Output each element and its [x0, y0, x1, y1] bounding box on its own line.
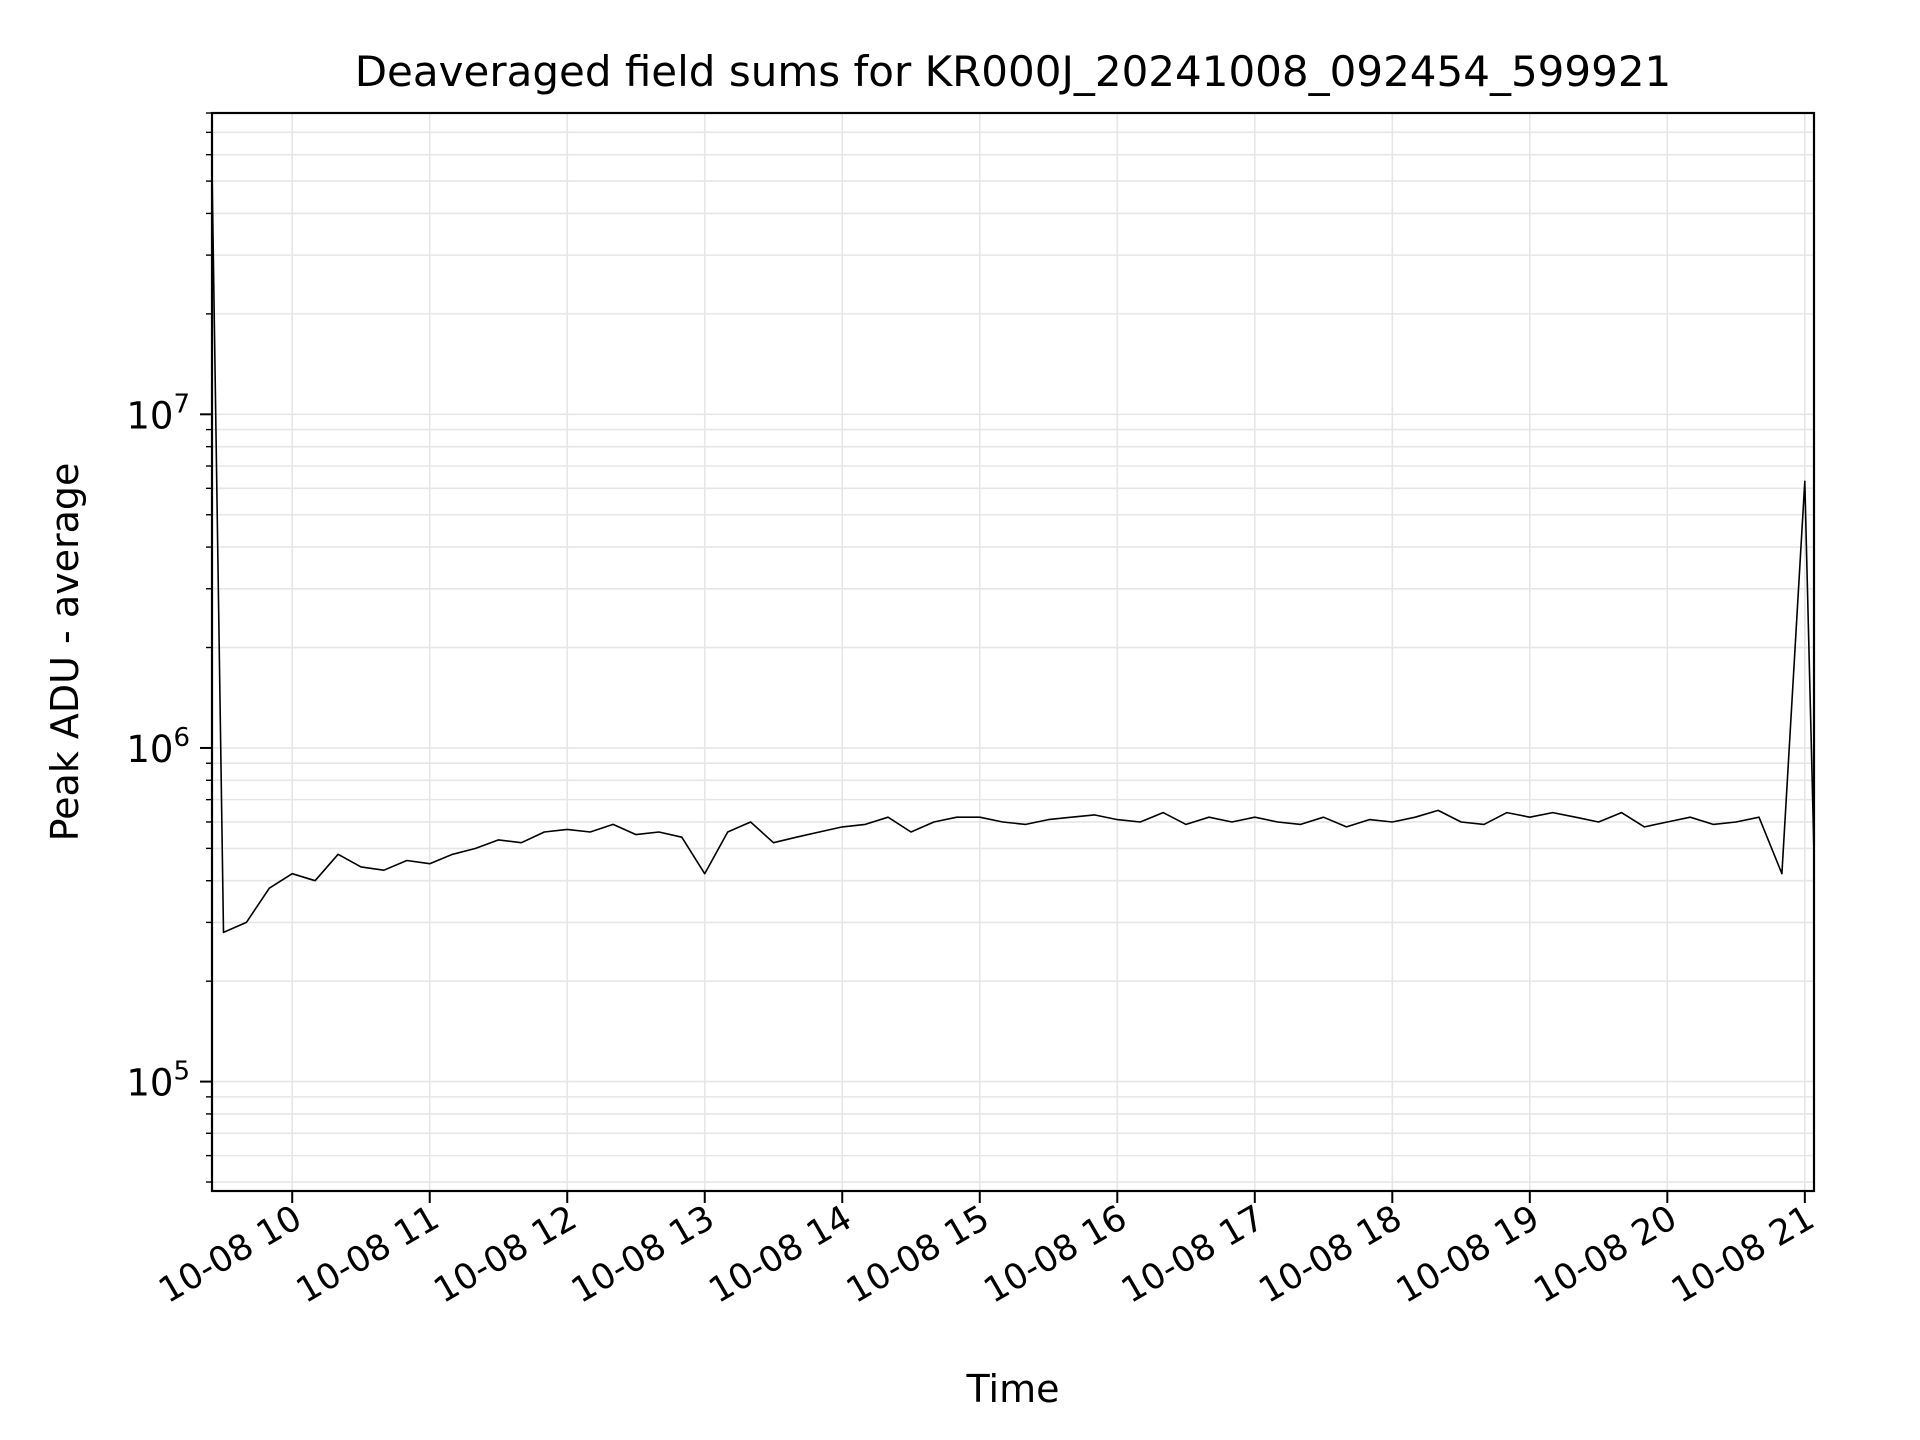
- chart-title: Deaveraged field sums for KR000J_2024100…: [355, 47, 1672, 96]
- x-tick-label: 10-08 11: [290, 1198, 446, 1311]
- x-tick-label: 10-08 14: [702, 1198, 858, 1311]
- y-tick-base: 10: [126, 728, 173, 771]
- x-tick-label: 10-08 19: [1390, 1198, 1546, 1311]
- x-tick-label: 10-08 17: [1115, 1198, 1271, 1311]
- x-tick-label: 10-08 20: [1528, 1198, 1684, 1311]
- y-tick-base: 10: [126, 394, 173, 437]
- y-tick-exponent: 7: [173, 389, 190, 419]
- grid-layer: [212, 112, 1814, 1191]
- plot-frame: [210, 111, 1816, 1193]
- x-tick-label: 10-08 13: [565, 1198, 721, 1311]
- y-tick-label: 107: [126, 389, 190, 437]
- x-axis-label: Time: [966, 1367, 1060, 1411]
- series-layer: [211, 167, 1815, 934]
- y-tick-exponent: 6: [173, 723, 190, 753]
- x-tick-label: 10-08 12: [427, 1198, 583, 1311]
- series-line: [211, 167, 1815, 934]
- y-tick-base: 10: [126, 1062, 173, 1105]
- y-tick-label: 106: [126, 723, 190, 771]
- y-tick-label: 105: [126, 1057, 190, 1105]
- x-tick-label: 10-08 16: [977, 1198, 1133, 1311]
- x-tick-label: 10-08 21: [1665, 1198, 1821, 1311]
- x-tick-label: 10-08 10: [152, 1198, 308, 1311]
- x-tick-label: 10-08 18: [1253, 1198, 1409, 1311]
- x-tick-label: 10-08 15: [840, 1198, 996, 1311]
- y-tick-exponent: 5: [173, 1057, 190, 1087]
- y-axis-label: Peak ADU - average: [43, 463, 87, 842]
